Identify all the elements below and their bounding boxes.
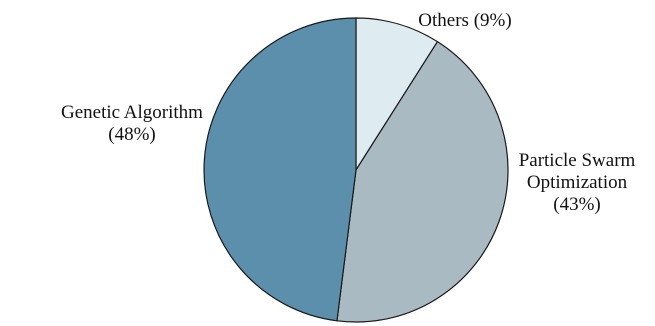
pie-labels: Others (9%) Particle Swarm Optimization (43… (61, 10, 636, 215)
pie-slice-genetic-algorithm (203, 17, 357, 322)
pie-slices (203, 17, 509, 323)
pie-label-others: Others (9%) (418, 10, 511, 31)
pie-label-particle-swarm-optimization: Particle Swarm Optimization (43%) (519, 150, 636, 215)
pie-label-genetic-algorithm: Genetic Algorithm (48%) (61, 102, 203, 145)
pie-slice-particle-swarm-optimization (336, 40, 509, 323)
pie-slice-others (355, 17, 439, 173)
